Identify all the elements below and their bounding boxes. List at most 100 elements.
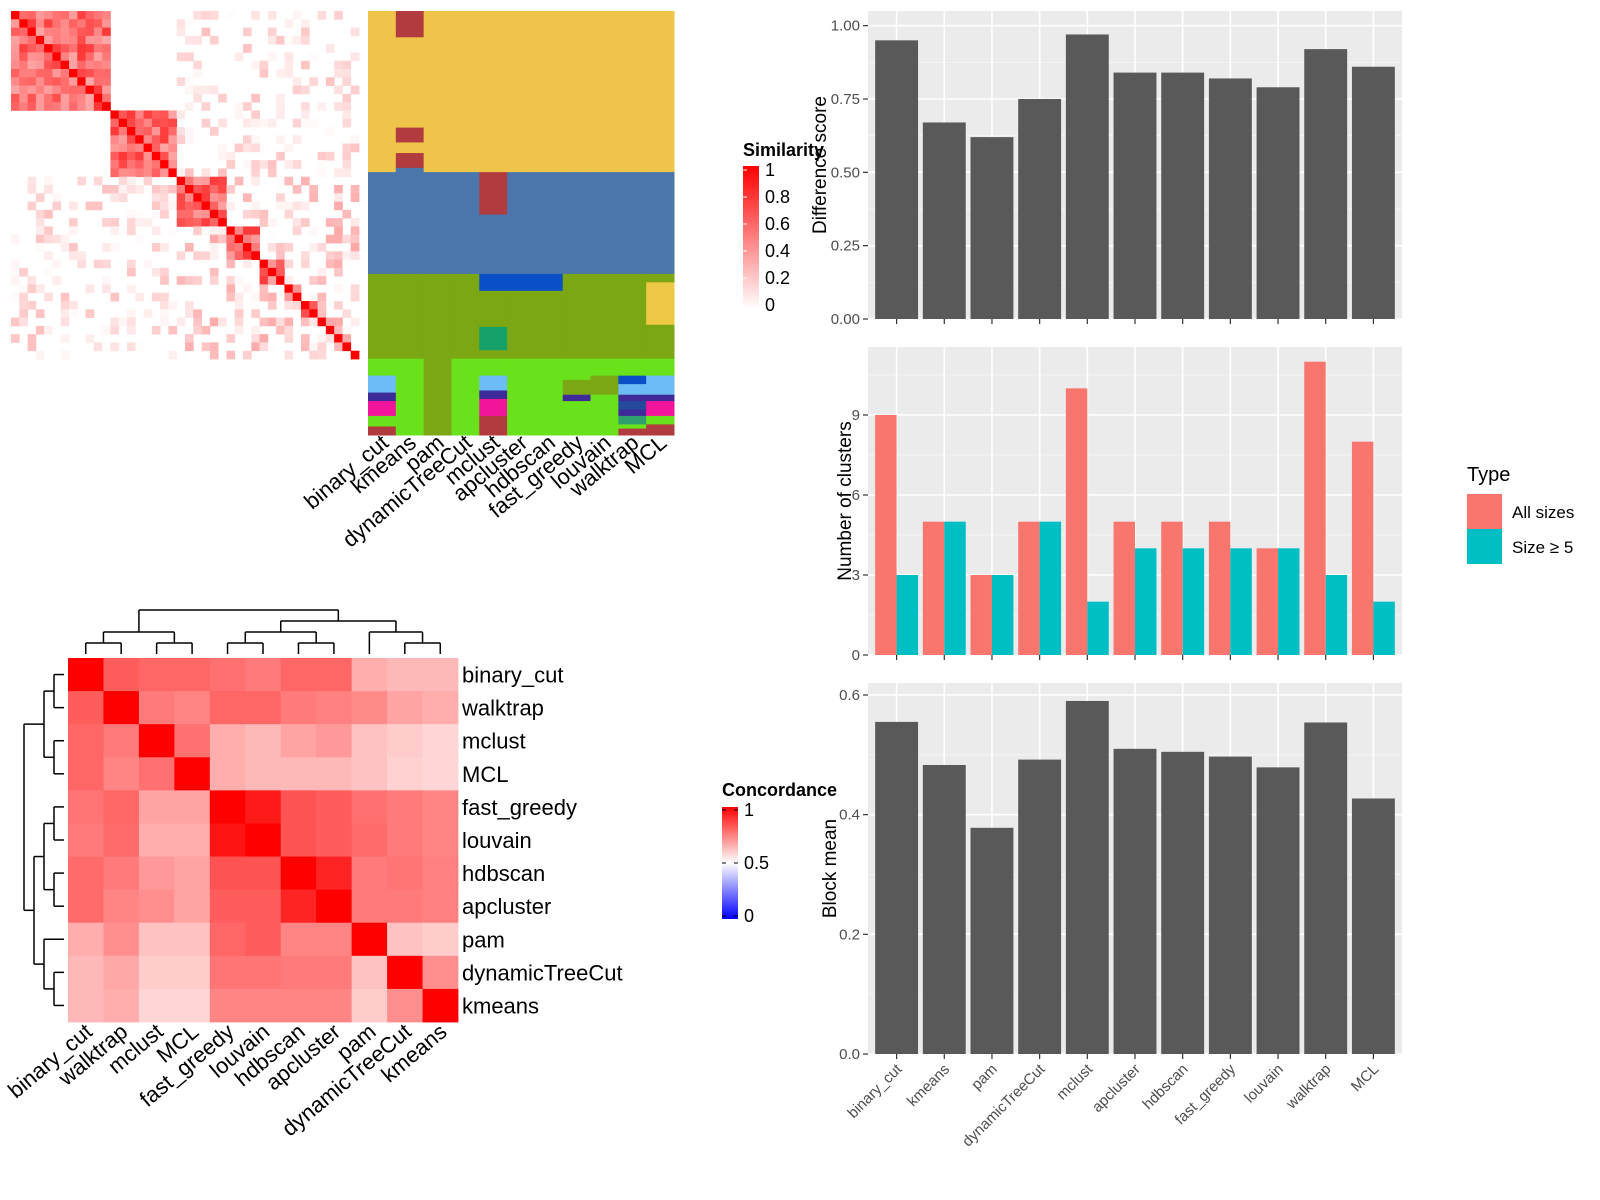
- similarity-legend-ticks: 1 0.8 0.6 0.4 0.2 0: [743, 160, 790, 315]
- similarity-cell: [209, 234, 219, 244]
- concordance-cell: [174, 955, 211, 990]
- y-tick-label: 0.50: [831, 164, 860, 181]
- assignment-cell: [368, 392, 397, 402]
- bar: [1113, 521, 1135, 655]
- similarity-cell: [251, 118, 260, 128]
- concordance-cell: [245, 955, 282, 990]
- similarity-cell: [226, 259, 236, 269]
- bar: [1182, 548, 1205, 655]
- similarity-cell: [234, 143, 244, 153]
- concordance-cell: [138, 790, 175, 824]
- assignment-cell: [590, 375, 619, 396]
- similarity-cell: [69, 301, 78, 310]
- similarity-cell: [135, 218, 144, 227]
- similarity-cell: [35, 35, 45, 45]
- assignment-cell: [590, 273, 619, 360]
- similarity-cell: [317, 276, 327, 285]
- similarity-cell: [11, 35, 20, 45]
- similarity-cell: [309, 193, 318, 202]
- similarity-cell: [193, 226, 202, 236]
- similarity-cell: [342, 325, 352, 335]
- similarity-cell: [251, 234, 260, 244]
- similarity-cell: [85, 60, 95, 70]
- similarity-cell: [243, 284, 252, 294]
- similarity-cell: [168, 350, 178, 360]
- similarity-cell: [85, 284, 95, 294]
- assignment-cell: [479, 273, 508, 292]
- similarity-cell: [110, 317, 120, 327]
- similarity-cell: [317, 267, 327, 277]
- similarity-cell: [185, 218, 194, 227]
- concordance-cell: [316, 922, 353, 957]
- concordance-cell: [103, 823, 140, 857]
- assignment-cell: [618, 428, 647, 436]
- similarity-cell: [60, 52, 70, 62]
- x-tick-label: MCL: [1348, 1061, 1382, 1095]
- similarity-cell: [201, 226, 211, 236]
- similarity-cell: [176, 193, 186, 202]
- similarity-cell: [209, 193, 219, 202]
- similarity-cell: [276, 267, 285, 277]
- similarity-cell: [27, 301, 37, 310]
- similarity-cell: [110, 118, 120, 128]
- similarity-cell: [309, 243, 318, 252]
- similarity-cell: [317, 292, 327, 302]
- similarity-cell: [143, 218, 153, 227]
- similarity-cell: [85, 69, 95, 78]
- similarity-cell: [350, 243, 360, 252]
- similarity-cell: [69, 35, 78, 45]
- similarity-cell: [309, 118, 318, 128]
- bar: [1039, 521, 1062, 655]
- similarity-cell: [301, 118, 310, 128]
- similarity-cell: [201, 168, 211, 178]
- similarity-cell: [325, 151, 335, 161]
- similarity-cell: [342, 342, 352, 352]
- similarity-cell: [309, 292, 318, 302]
- legend-label-all-sizes: All sizes: [1512, 503, 1574, 522]
- assignment-cell: [423, 273, 452, 436]
- similarity-cell: [11, 292, 20, 302]
- similarity-cell: [301, 342, 310, 352]
- assignment-cell: [479, 415, 508, 436]
- similarity-cell: [201, 118, 211, 128]
- similarity-cell: [143, 309, 153, 318]
- similarity-cell: [276, 243, 285, 252]
- similarity-cell: [334, 325, 343, 335]
- similarity-heatmap: [11, 11, 360, 360]
- similarity-cell: [292, 292, 302, 302]
- similarity-cell: [342, 77, 352, 86]
- similarity-cell: [93, 69, 103, 78]
- concordance-row-dendrogram: [23, 673, 64, 1007]
- concordance-cell: [68, 856, 104, 891]
- similarity-cell: [118, 185, 128, 194]
- similarity-cell: [77, 11, 86, 20]
- similarity-cell: [60, 301, 70, 310]
- similarity-cell: [11, 19, 20, 28]
- bar: [875, 415, 897, 655]
- similarity-cell: [267, 276, 277, 285]
- assignment-cell: [646, 394, 675, 402]
- similarity-cell: [317, 317, 327, 327]
- concordance-cell: [422, 889, 459, 924]
- x-tick-label: louvain: [1241, 1061, 1287, 1107]
- concordance-cell: [387, 790, 423, 824]
- concordance-cell: [280, 658, 317, 692]
- concordance-cell: [68, 790, 104, 824]
- similarity-cell: [301, 259, 310, 269]
- similarity-cell: [11, 27, 20, 37]
- similarity-cell: [201, 201, 211, 211]
- similarity-cell: [243, 259, 252, 269]
- concordance-cell: [209, 691, 246, 725]
- concordance-cell: [174, 658, 211, 692]
- bar: [1256, 548, 1279, 655]
- similarity-cell: [234, 325, 244, 335]
- similarity-cell: [143, 168, 153, 178]
- assignment-cell: [646, 273, 675, 283]
- assignment-cell: [534, 11, 564, 173]
- similarity-cell: [35, 325, 45, 335]
- similarity-cell: [317, 334, 327, 343]
- bar: [1373, 601, 1395, 655]
- similarity-cell: [176, 19, 186, 28]
- y-tick-label: 0.6: [839, 687, 860, 704]
